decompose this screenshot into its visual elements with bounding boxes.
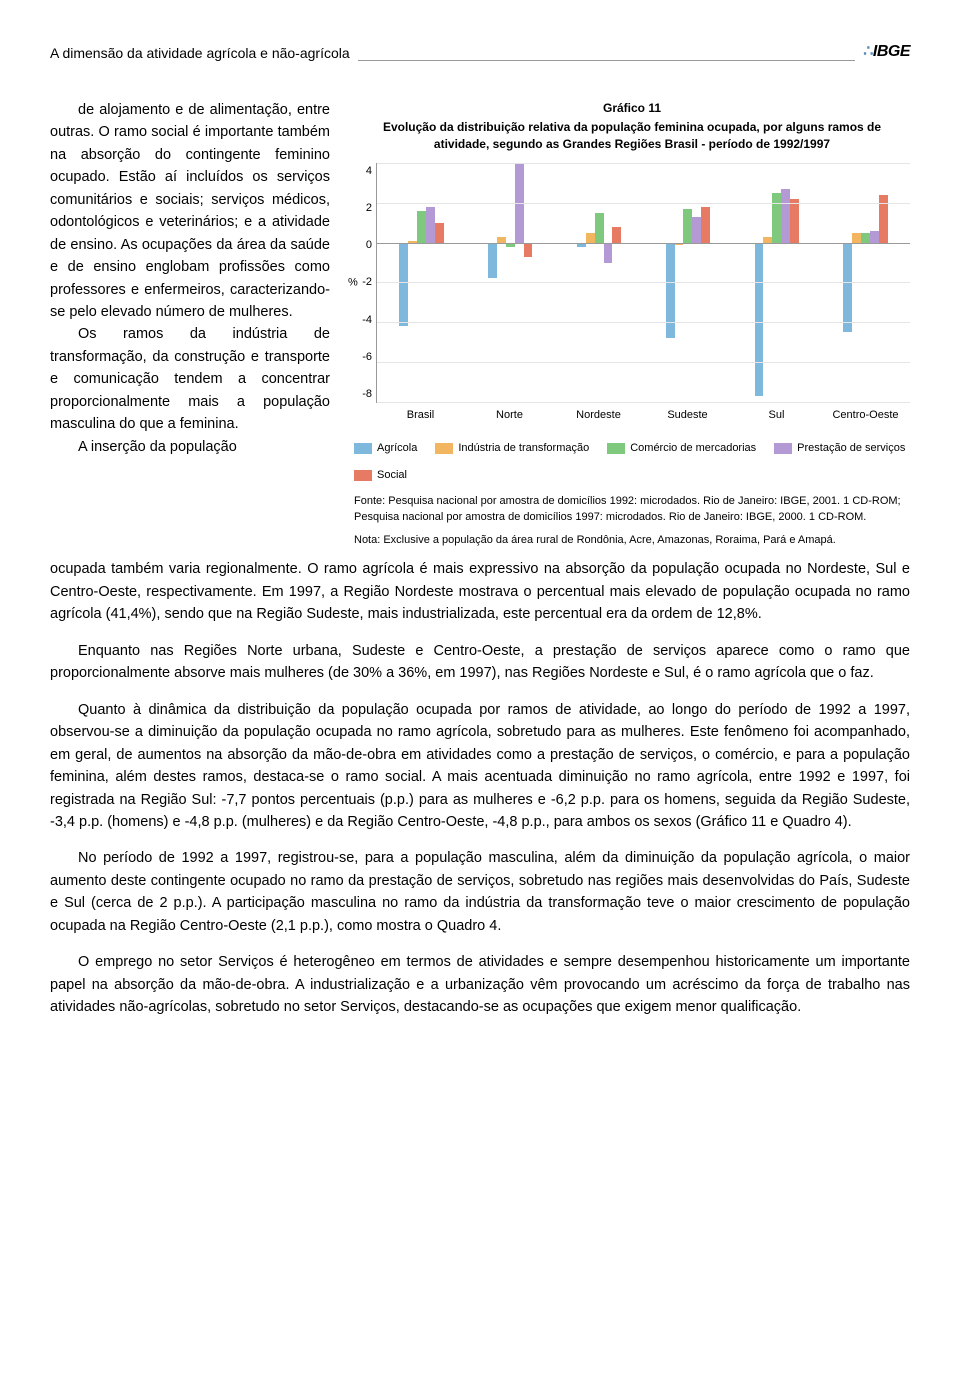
left-text-column: de alojamento e de alimentação, entre ou… (50, 99, 330, 549)
legend-swatch (774, 443, 792, 454)
left-para-1: de alojamento e de alimentação, entre ou… (50, 99, 330, 324)
legend-item: Social (354, 467, 407, 484)
x-label: Centro-Oeste (821, 407, 910, 424)
chart-bar (843, 243, 852, 333)
x-axis-labels: BrasilNorteNordesteSudesteSulCentro-Oest… (376, 407, 910, 424)
legend-label: Prestação de serviços (797, 440, 905, 457)
legend-swatch (354, 470, 372, 481)
y-tick: 4 (354, 163, 372, 180)
chart-bar (435, 223, 444, 243)
chart-bar (586, 233, 595, 243)
chart-bar (870, 231, 879, 243)
y-tick: -4 (354, 312, 372, 329)
chart-bar (399, 243, 408, 327)
legend-label: Social (377, 467, 407, 484)
chart-bar (781, 189, 790, 243)
chart-note: Nota: Exclusive a população da área rura… (354, 533, 910, 548)
body-p1: ocupada também varia regionalmente. O ra… (50, 558, 910, 625)
chart-bar (861, 233, 870, 243)
y-tick: -8 (354, 386, 372, 403)
body-p2: Enquanto nas Regiões Norte urbana, Sudes… (50, 640, 910, 685)
chart-bar (612, 227, 621, 243)
chart-subtitle: Evolução da distribuição relativa da pop… (354, 119, 910, 153)
chart-plot (376, 163, 910, 403)
logo-dot-icon: ∴ (863, 43, 873, 60)
chart-source: Fonte: Pesquisa nacional por amostra de … (354, 494, 910, 525)
legend-item: Comércio de mercadorias (607, 440, 756, 457)
left-para-3: A inserção da população (50, 436, 330, 458)
chart-bar (426, 207, 435, 243)
chart-bar (790, 199, 799, 243)
legend-label: Comércio de mercadorias (630, 440, 756, 457)
chart-bar (488, 243, 497, 279)
x-label: Sul (732, 407, 821, 424)
legend-item: Indústria de transformação (435, 440, 589, 457)
legend-swatch (435, 443, 453, 454)
body-p3: Quanto à dinâmica da distribuição da pop… (50, 699, 910, 834)
chart-bar (666, 243, 675, 339)
x-label: Sudeste (643, 407, 732, 424)
gridline (377, 402, 910, 403)
legend-swatch (354, 443, 372, 454)
left-para-2: Os ramos da indústria de transformação, … (50, 323, 330, 435)
chart-bar (852, 233, 861, 243)
top-two-column: de alojamento e de alimentação, entre ou… (50, 99, 910, 549)
legend-swatch (607, 443, 625, 454)
chart-bar (683, 209, 692, 243)
chart-plot-area: % 420-2-4-6-8 (354, 163, 910, 403)
page-header: A dimensão da atividade agrícola e não-a… (50, 40, 910, 65)
zero-line (377, 243, 910, 244)
ibge-logo: ∴IBGE (863, 40, 910, 65)
body-p5: O emprego no setor Serviços é heterogêne… (50, 951, 910, 1018)
x-label: Nordeste (554, 407, 643, 424)
y-axis-label: % (348, 274, 358, 291)
gridline (377, 203, 910, 204)
chart-bar (604, 243, 613, 263)
x-label: Norte (465, 407, 554, 424)
legend-label: Indústria de transformação (458, 440, 589, 457)
chart-column: Gráfico 11 Evolução da distribuição rela… (354, 99, 910, 549)
chart-bar (417, 211, 426, 243)
header-title: A dimensão da atividade agrícola e não-a… (50, 43, 350, 65)
x-label: Brasil (376, 407, 465, 424)
chart-number-title: Gráfico 11 (354, 99, 910, 118)
chart-legend: Agrícola Indústria de transformação Comérc… (354, 440, 910, 484)
gridline (377, 362, 910, 363)
gridline (377, 322, 910, 323)
legend-label: Agrícola (377, 440, 417, 457)
body-p4: No período de 1992 a 1997, registrou-se,… (50, 847, 910, 937)
y-tick: 0 (354, 237, 372, 254)
y-tick: 2 (354, 200, 372, 217)
chart-bar (595, 213, 604, 243)
gridline (377, 163, 910, 164)
legend-item: Agrícola (354, 440, 417, 457)
chart-bar (772, 193, 781, 243)
gridline (377, 282, 910, 283)
y-tick: -6 (354, 349, 372, 366)
chart-bar (755, 243, 764, 396)
chart-bar (701, 207, 710, 243)
chart-bar (524, 243, 533, 257)
legend-item: Prestação de serviços (774, 440, 905, 457)
body-text: ocupada também varia regionalmente. O ra… (50, 558, 910, 1018)
chart-bar (692, 217, 701, 243)
header-rule (358, 60, 856, 61)
